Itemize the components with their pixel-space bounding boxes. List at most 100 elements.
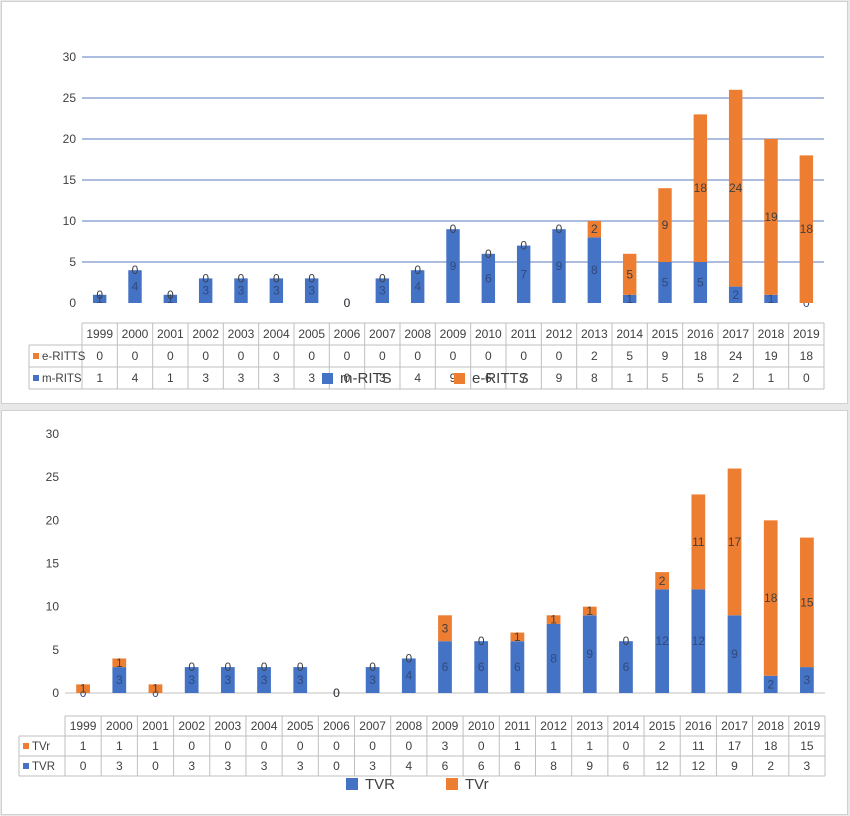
table-legend-key — [33, 353, 39, 359]
data-label: 0 — [405, 651, 412, 665]
table-cell-value: 3 — [442, 739, 449, 753]
table-cell-value: 1 — [626, 371, 633, 385]
bar-tvr-2013 — [582, 606, 597, 616]
data-label: 1 — [768, 292, 775, 306]
bar-tvr-2002 — [184, 667, 199, 693]
data-label: 8 — [591, 263, 598, 277]
table-cell-value: 1 — [550, 739, 557, 753]
y-tick-label: 10 — [46, 600, 60, 614]
data-label: 11 — [692, 535, 705, 549]
data-label: 9 — [586, 647, 593, 661]
table-cell-value: 1 — [152, 739, 159, 753]
x-tick-label: 2012 — [546, 327, 573, 341]
bar-m-rits-2014 — [622, 294, 637, 303]
data-label: 0 — [273, 271, 280, 285]
x-tick-label: 2002 — [178, 719, 205, 733]
x-tick-label: 2011 — [511, 327, 537, 341]
x-tick-label: 2014 — [616, 327, 643, 341]
stacked-bar-chart-bottom: 0510152025300131013030303000304063606181… — [18, 427, 826, 793]
table-cell-value: 0 — [414, 349, 421, 363]
data-label: 3 — [273, 284, 280, 298]
table-cell-value: 9 — [731, 759, 738, 773]
bar-tvr-2019 — [800, 537, 814, 668]
table-cell-value: 9 — [586, 759, 593, 773]
x-tick-label: 2004 — [251, 719, 278, 733]
data-label: 3 — [116, 673, 123, 687]
bar-e-ritts-2018 — [764, 139, 778, 295]
x-tick-label: 2007 — [359, 719, 386, 733]
data-label: 3 — [297, 673, 304, 687]
table-cell-value: 6 — [442, 759, 449, 773]
data-label: 0 — [132, 263, 139, 277]
table-cell-value: 3 — [379, 371, 386, 385]
data-label: 9 — [556, 259, 563, 273]
bar-m-rits-2000 — [128, 270, 142, 303]
table-cell-value: 6 — [485, 371, 492, 385]
data-table: 1999 2000 2001 2002 2003 2004 2005 2006 2007 2008… — [18, 715, 826, 777]
data-label: 0 — [188, 660, 195, 674]
x-tick-label: 2013 — [581, 327, 608, 341]
table-cell-value: 19 — [764, 349, 778, 363]
bar-tvr-2017 — [727, 615, 742, 693]
x-tick-label: 2011 — [504, 719, 530, 733]
bar-tvr-2018 — [763, 675, 778, 693]
bar-m-rits-2004 — [269, 278, 284, 303]
data-label: 3 — [804, 673, 811, 687]
bar-tvr-2018 — [763, 520, 778, 676]
bar-tvr-2004 — [257, 667, 271, 693]
bar-tvr-2009 — [438, 641, 452, 693]
bar-e-ritts-2019 — [799, 155, 814, 303]
table-cell-value: 6 — [478, 759, 485, 773]
data-label: 0 — [333, 686, 340, 700]
y-tick-label: 0 — [69, 296, 76, 310]
table-cell-value: 0 — [297, 739, 304, 753]
table-cell-value: 0 — [261, 739, 268, 753]
x-tick-label: 2009 — [432, 719, 459, 733]
table-cell-value: 0 — [225, 739, 232, 753]
data-label: 0 — [414, 263, 421, 277]
data-label: 18 — [800, 222, 814, 236]
table-cell-value: 11 — [692, 739, 705, 753]
data-label: 8 — [550, 651, 557, 665]
data-label: 0 — [379, 271, 386, 285]
table-cell-value: 3 — [369, 759, 376, 773]
table-cell-value: 9 — [662, 349, 669, 363]
data-label: 12 — [655, 634, 669, 648]
bar-tvr-2001 — [148, 684, 163, 693]
bar-m-rits-2007 — [375, 278, 390, 303]
data-label: 3 — [261, 673, 268, 687]
table-cell-value: 3 — [261, 759, 268, 773]
table-cell-value: 3 — [225, 759, 232, 773]
x-tick-label: 2002 — [192, 327, 219, 341]
table-cell-value: 1 — [167, 371, 174, 385]
table-cell-value: 3 — [297, 759, 304, 773]
y-tick-label: 5 — [52, 643, 59, 657]
data-label: 0 — [369, 660, 376, 674]
table-cell-value: 3 — [238, 371, 245, 385]
x-tick-label: 2000 — [122, 327, 149, 341]
data-label: 4 — [414, 280, 421, 294]
bar-tvr-2017 — [727, 468, 742, 616]
table-cell-value: 0 — [273, 349, 280, 363]
table-cell-value: 0 — [623, 739, 630, 753]
data-label: 0 — [344, 296, 351, 310]
y-tick-label: 30 — [46, 427, 60, 441]
data-label: 1 — [116, 656, 123, 670]
bar-m-rits-2008 — [410, 270, 425, 303]
bar-tvr-2011 — [510, 632, 525, 642]
table-cell-value: 0 — [556, 349, 563, 363]
bar-m-rits-2013 — [587, 237, 602, 303]
data-label: 0 — [623, 634, 630, 648]
table-cell-value: 6 — [514, 759, 521, 773]
y-tick-label: 25 — [46, 470, 60, 484]
table-cell-value: 24 — [729, 349, 743, 363]
data-label: 0 — [520, 239, 527, 253]
table-cell-value: 8 — [591, 371, 598, 385]
bar-e-ritts-2014 — [622, 253, 637, 295]
table-cell-value: 1 — [116, 739, 123, 753]
data-label: 0 — [238, 271, 245, 285]
table-cell-value: 4 — [132, 371, 139, 385]
data-label: 18 — [694, 181, 708, 195]
table-cell-value: 15 — [800, 739, 814, 753]
y-tick-label: 5 — [69, 255, 76, 269]
